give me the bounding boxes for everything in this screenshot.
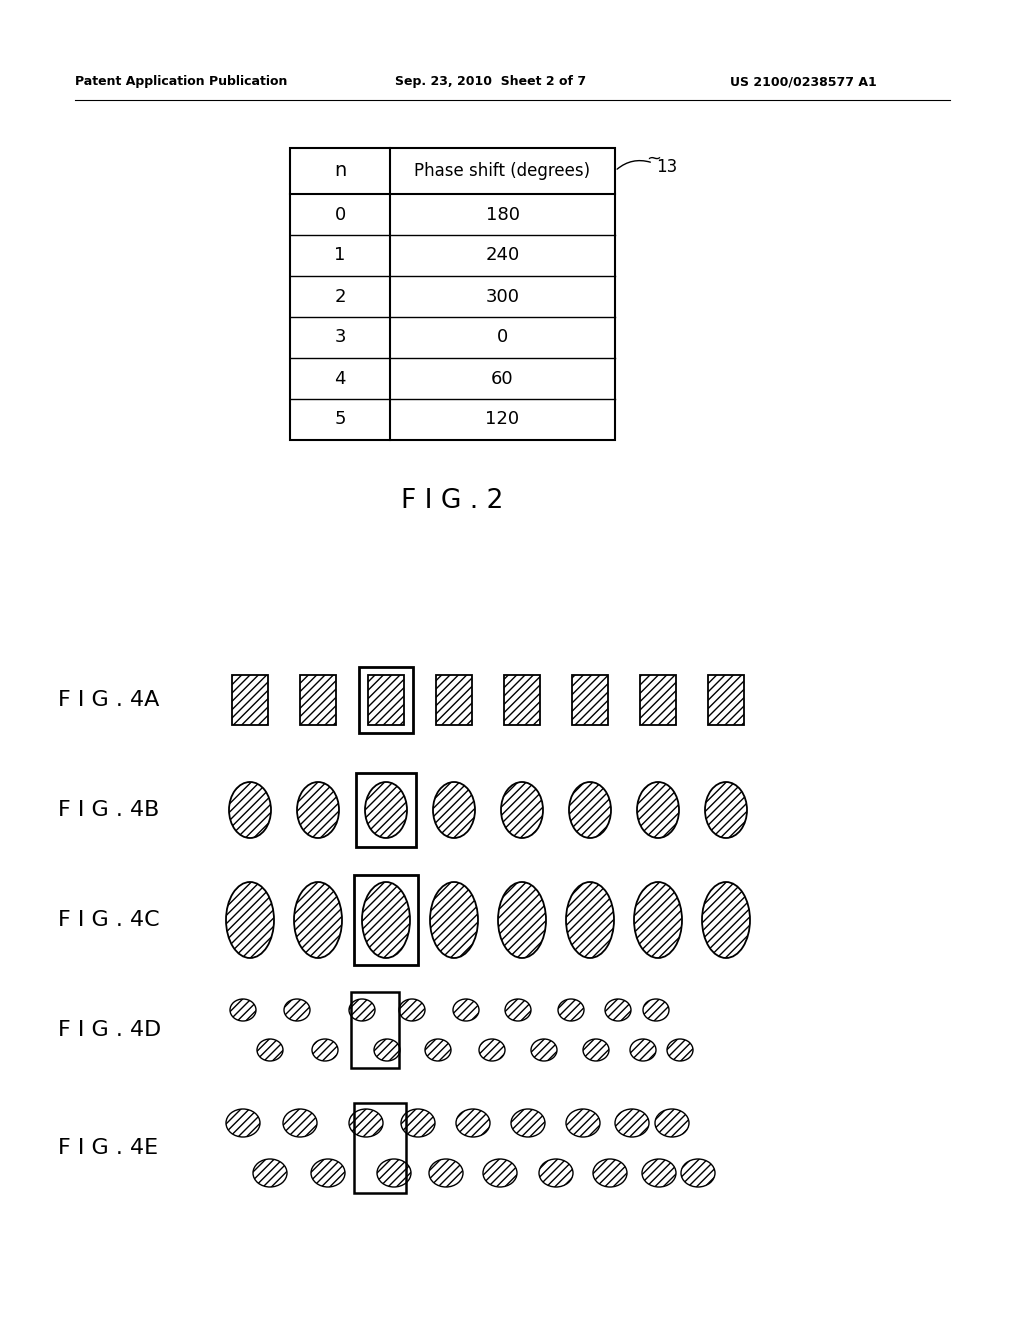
Text: F I G . 4C: F I G . 4C	[58, 909, 160, 931]
Ellipse shape	[605, 999, 631, 1020]
Ellipse shape	[401, 1109, 435, 1137]
Ellipse shape	[531, 1039, 557, 1061]
Ellipse shape	[511, 1109, 545, 1137]
Text: ~: ~	[646, 150, 662, 168]
Ellipse shape	[566, 1109, 600, 1137]
Ellipse shape	[312, 1039, 338, 1061]
Ellipse shape	[634, 882, 682, 958]
Text: 300: 300	[485, 288, 519, 305]
Ellipse shape	[501, 781, 543, 838]
Text: 60: 60	[492, 370, 514, 388]
Ellipse shape	[377, 1159, 411, 1187]
Ellipse shape	[294, 882, 342, 958]
Ellipse shape	[283, 1109, 317, 1137]
Text: 3: 3	[334, 329, 346, 346]
Bar	[300, 675, 336, 725]
Ellipse shape	[226, 882, 274, 958]
Ellipse shape	[229, 781, 271, 838]
Text: Patent Application Publication: Patent Application Publication	[75, 75, 288, 88]
Ellipse shape	[642, 1159, 676, 1187]
Ellipse shape	[311, 1159, 345, 1187]
Ellipse shape	[349, 1109, 383, 1137]
Ellipse shape	[630, 1039, 656, 1061]
Ellipse shape	[643, 999, 669, 1020]
Ellipse shape	[362, 882, 410, 958]
Ellipse shape	[453, 999, 479, 1020]
Ellipse shape	[583, 1039, 609, 1061]
Bar	[354, 875, 418, 965]
Ellipse shape	[505, 999, 531, 1020]
Ellipse shape	[349, 999, 375, 1020]
Bar	[368, 675, 404, 725]
Text: 13: 13	[656, 158, 677, 176]
Bar	[436, 675, 472, 725]
Ellipse shape	[433, 781, 475, 838]
Text: 240: 240	[485, 247, 519, 264]
Text: F I G . 4E: F I G . 4E	[58, 1138, 158, 1158]
Text: 0: 0	[497, 329, 508, 346]
Ellipse shape	[615, 1109, 649, 1137]
Ellipse shape	[667, 1039, 693, 1061]
Ellipse shape	[257, 1039, 283, 1061]
Text: n: n	[334, 161, 346, 181]
Ellipse shape	[456, 1109, 490, 1137]
Ellipse shape	[399, 999, 425, 1020]
Bar	[354, 1104, 406, 1193]
Text: F I G . 4D: F I G . 4D	[58, 1020, 161, 1040]
Text: Sep. 23, 2010  Sheet 2 of 7: Sep. 23, 2010 Sheet 2 of 7	[395, 75, 586, 88]
Bar	[232, 675, 268, 725]
Text: F I G . 4A: F I G . 4A	[58, 690, 160, 710]
Bar	[640, 675, 676, 725]
Ellipse shape	[297, 781, 339, 838]
Ellipse shape	[705, 781, 746, 838]
Ellipse shape	[230, 999, 256, 1020]
Text: US 2100/0238577 A1: US 2100/0238577 A1	[730, 75, 877, 88]
Ellipse shape	[498, 882, 546, 958]
Text: 180: 180	[485, 206, 519, 223]
Bar	[290, 148, 615, 440]
Bar	[350, 993, 398, 1068]
Text: 4: 4	[334, 370, 346, 388]
Ellipse shape	[226, 1109, 260, 1137]
Ellipse shape	[681, 1159, 715, 1187]
Ellipse shape	[558, 999, 584, 1020]
Ellipse shape	[569, 781, 611, 838]
Ellipse shape	[430, 882, 478, 958]
Ellipse shape	[479, 1039, 505, 1061]
Text: 120: 120	[485, 411, 519, 429]
Bar	[504, 675, 540, 725]
Bar	[359, 667, 413, 733]
Text: 1: 1	[334, 247, 346, 264]
Bar	[708, 675, 744, 725]
Ellipse shape	[702, 882, 750, 958]
Text: 0: 0	[335, 206, 346, 223]
Ellipse shape	[655, 1109, 689, 1137]
Text: F I G . 4B: F I G . 4B	[58, 800, 160, 820]
Bar	[356, 774, 416, 847]
Text: 2: 2	[334, 288, 346, 305]
Text: Phase shift (degrees): Phase shift (degrees)	[415, 162, 591, 180]
Ellipse shape	[483, 1159, 517, 1187]
Text: 5: 5	[334, 411, 346, 429]
Ellipse shape	[593, 1159, 627, 1187]
Ellipse shape	[539, 1159, 573, 1187]
Bar	[572, 675, 608, 725]
Ellipse shape	[429, 1159, 463, 1187]
Ellipse shape	[365, 781, 407, 838]
Ellipse shape	[284, 999, 310, 1020]
Text: F I G . 2: F I G . 2	[400, 488, 503, 513]
Ellipse shape	[425, 1039, 451, 1061]
Ellipse shape	[566, 882, 614, 958]
Ellipse shape	[374, 1039, 400, 1061]
Ellipse shape	[637, 781, 679, 838]
Ellipse shape	[253, 1159, 287, 1187]
